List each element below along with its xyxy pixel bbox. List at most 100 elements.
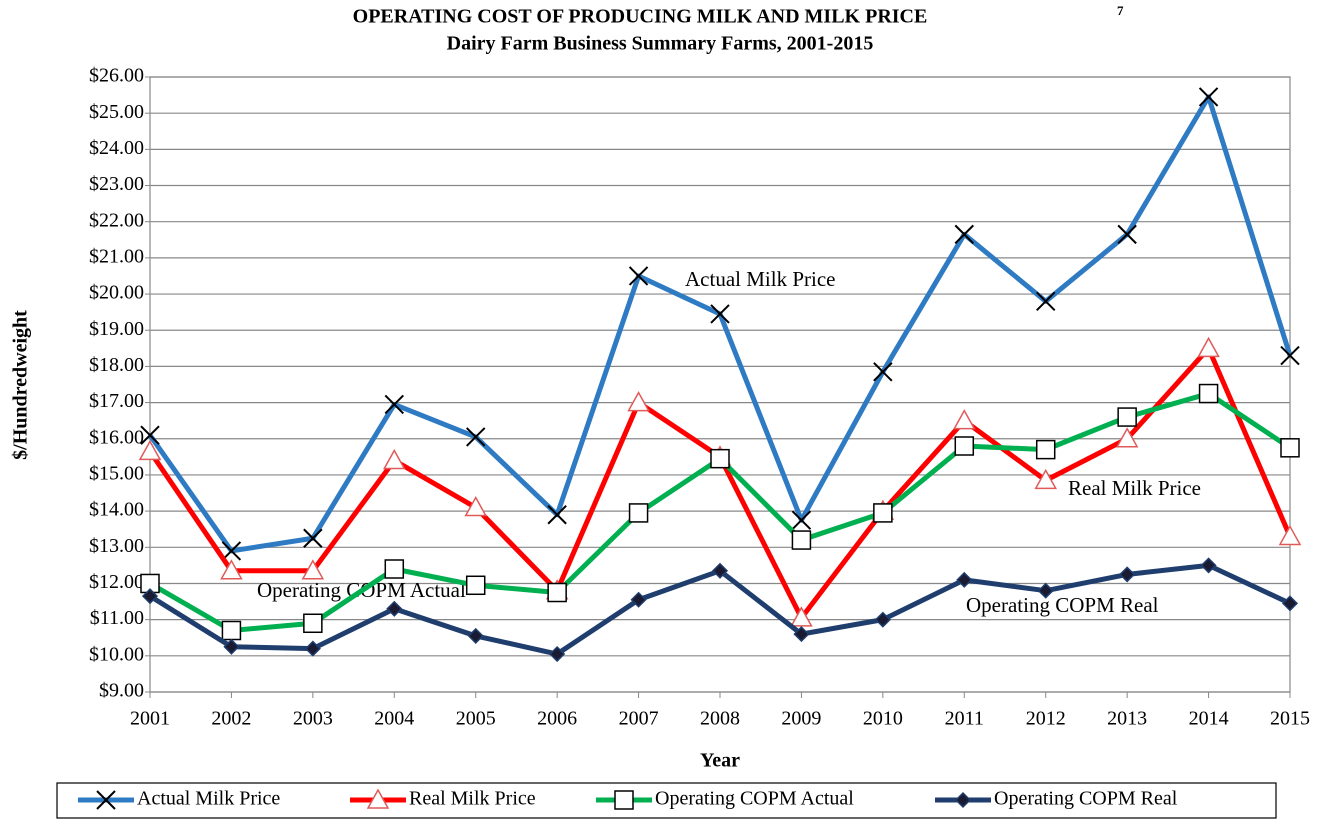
y-tick-label: $17.00	[89, 390, 144, 412]
x-tick-label: 2004	[374, 708, 414, 730]
marker	[1198, 383, 1219, 404]
x-tick-label: 2008	[700, 708, 740, 730]
marker	[549, 645, 566, 663]
y-tick-label: $18.00	[89, 354, 144, 376]
x-tick-label: 2011	[945, 708, 984, 730]
x-tick-label: 2014	[1189, 708, 1229, 730]
marker	[304, 640, 321, 657]
legend-label: Operating COPM Actual	[655, 788, 854, 810]
marker	[1200, 557, 1217, 574]
marker	[384, 559, 405, 579]
marker	[873, 503, 893, 523]
marker	[221, 620, 242, 641]
x-tick-label: 2010	[863, 708, 903, 730]
x-axis-label: Year	[700, 750, 740, 772]
marker	[141, 588, 159, 605]
chart-title: OPERATING COST OF PRODUCING MILK AND MIL…	[353, 6, 928, 28]
marker	[1035, 439, 1056, 460]
marker	[791, 510, 812, 530]
marker	[628, 266, 649, 286]
marker	[627, 391, 650, 412]
marker	[874, 611, 891, 628]
marker	[384, 394, 404, 415]
marker	[547, 505, 567, 525]
x-tick-label: 2009	[781, 708, 821, 730]
marker	[1280, 345, 1300, 366]
marker	[628, 503, 649, 523]
legend-label: Operating COPM Real	[994, 788, 1178, 810]
x-tick-label: 2007	[619, 708, 659, 730]
marker	[1281, 595, 1299, 612]
y-tick-label: $25.00	[89, 101, 144, 123]
y-tick-label: $12.00	[89, 571, 144, 593]
marker	[1036, 291, 1056, 312]
marker	[96, 790, 116, 810]
marker	[710, 448, 730, 469]
legend-box	[56, 782, 1277, 819]
marker	[466, 427, 486, 447]
marker	[790, 606, 813, 627]
y-tick-label: $9.00	[99, 680, 144, 702]
marker	[793, 626, 810, 643]
marker	[467, 627, 484, 644]
marker	[873, 362, 893, 382]
chart-subtitle: Dairy Farm Business Summary Farms, 2001-…	[447, 33, 874, 55]
y-tick-label: $21.00	[89, 245, 144, 267]
marker	[954, 224, 974, 245]
x-tick-label: 2013	[1107, 708, 1147, 730]
marker	[138, 439, 162, 461]
marker	[383, 448, 406, 470]
y-tick-label: $19.00	[89, 318, 144, 340]
marker	[140, 425, 160, 445]
marker	[954, 791, 972, 809]
x-tick-label: 2002	[211, 708, 251, 730]
x-tick-label: 2003	[293, 708, 333, 730]
y-tick-label: $20.00	[89, 282, 144, 304]
marker	[1197, 336, 1220, 358]
annotation: Real Milk Price	[1068, 476, 1201, 500]
y-tick-label: $23.00	[89, 173, 144, 195]
marker	[221, 541, 242, 561]
y-tick-label: $26.00	[89, 65, 144, 87]
y-tick-label: $10.00	[89, 643, 144, 665]
annotation: Actual Milk Price	[685, 267, 835, 291]
y-tick-label: $24.00	[89, 137, 144, 159]
marker	[1037, 582, 1054, 599]
marker	[303, 528, 323, 548]
marker	[220, 559, 243, 580]
marker	[711, 562, 729, 579]
marker	[1198, 87, 1219, 107]
annotation: Operating COPM Real	[966, 593, 1159, 617]
y-tick-label: $11.00	[90, 607, 144, 629]
marker	[710, 304, 730, 324]
y-tick-label: $14.00	[89, 499, 144, 521]
title-note: 7	[1117, 3, 1124, 18]
marker	[1034, 468, 1057, 490]
marker	[1280, 438, 1300, 458]
marker	[223, 638, 240, 655]
marker	[1278, 524, 1302, 546]
x-tick-label: 2012	[1026, 708, 1066, 730]
x-tick-label: 2005	[456, 708, 496, 730]
legend-label: Real Milk Price	[409, 788, 536, 810]
marker	[791, 530, 812, 550]
marker	[547, 582, 567, 603]
y-tick-label: $16.00	[89, 426, 144, 448]
marker	[953, 409, 976, 430]
y-tick-label: $15.00	[89, 463, 144, 485]
y-tick-label: $13.00	[89, 535, 144, 557]
x-tick-label: 2006	[537, 708, 577, 730]
y-axis-label: $/Hundredweight	[10, 310, 32, 460]
marker	[614, 790, 634, 810]
marker	[1115, 427, 1139, 448]
marker	[1117, 224, 1137, 245]
marker	[465, 575, 486, 596]
marker	[1117, 407, 1137, 427]
marker	[386, 600, 403, 617]
marker	[301, 559, 325, 580]
marker	[366, 788, 390, 809]
legend-label: Actual Milk Price	[137, 788, 280, 810]
marker	[956, 571, 973, 588]
marker	[303, 613, 323, 634]
